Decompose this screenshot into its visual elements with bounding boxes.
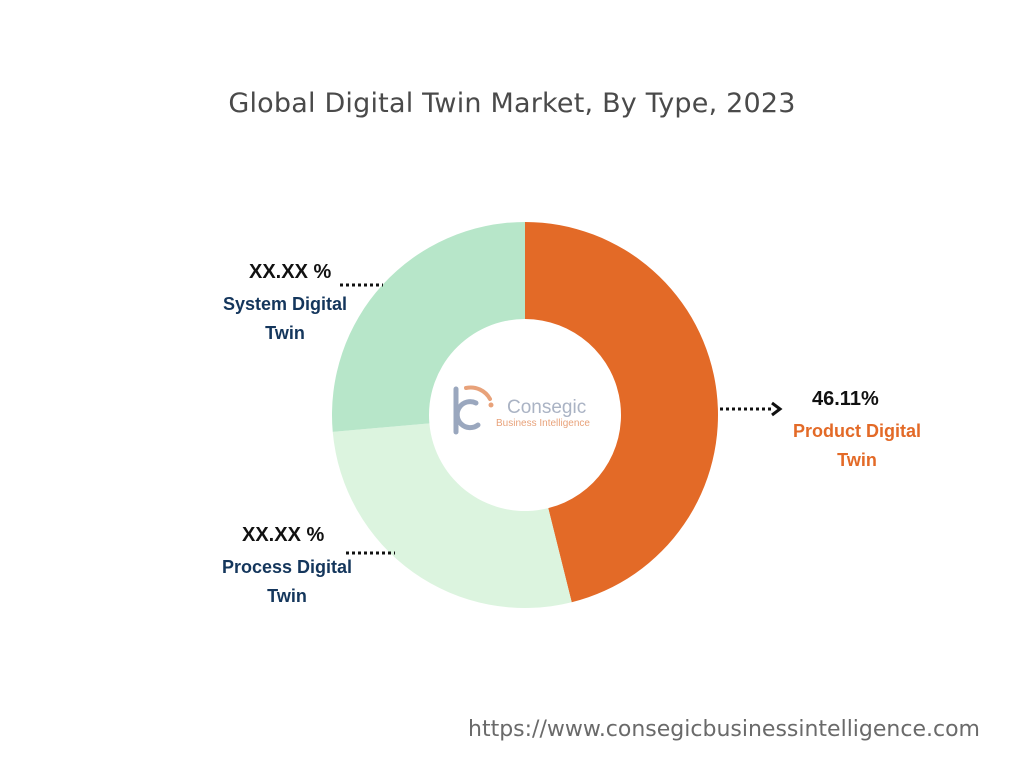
source-url: https://www.consegicbusinessintelligence… (468, 717, 980, 742)
slice-product-digital-twin (525, 222, 718, 603)
slice-process-digital-twin (332, 423, 572, 608)
product-label: Product Digital Twin (792, 421, 921, 470)
product-percentage: 46.11% (812, 388, 879, 410)
arrow-head-icon (771, 401, 783, 417)
process-percentage: XX.XX % (242, 524, 325, 546)
logo-name: Consegic (507, 397, 586, 418)
process-label: Process Digital Twin (221, 557, 353, 606)
logo-dot-icon (488, 402, 494, 408)
logo-tagline: Business Intelligence (496, 418, 590, 429)
chart-title: Global Digital Twin Market, By Type, 202… (228, 88, 796, 119)
slice-system-digital-twin (331, 221, 525, 432)
logo-c-arc-icon (454, 399, 481, 431)
system-percentage: XX.XX % (249, 261, 332, 283)
system-label: System Digital Twin (222, 294, 348, 343)
logo-orange-arc-icon (464, 385, 492, 401)
consegic-logo: Consegic Business Intelligence (453, 385, 590, 435)
